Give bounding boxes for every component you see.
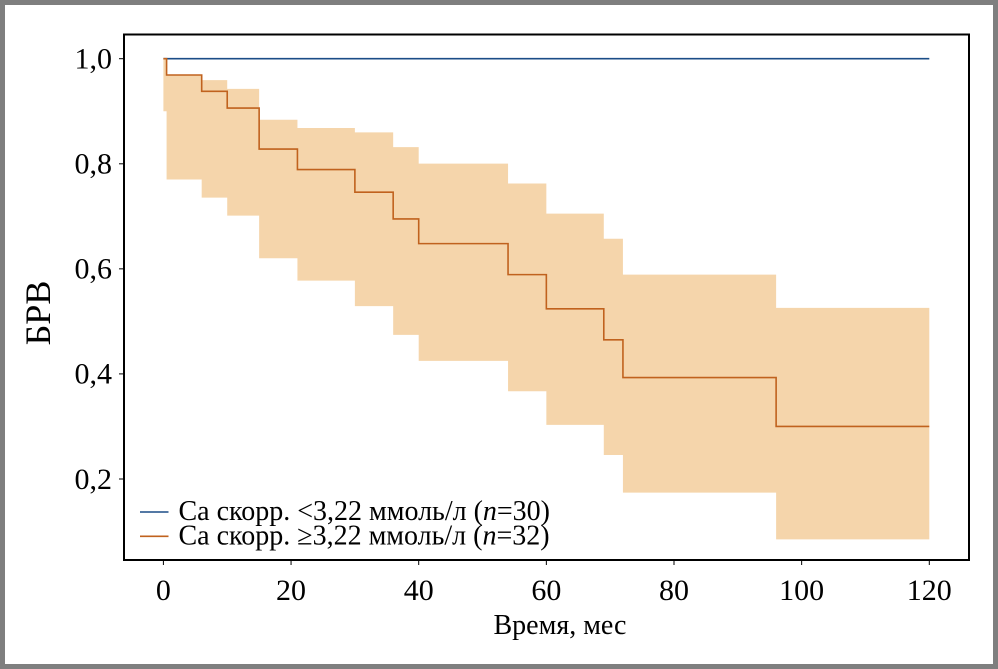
svg-text:0: 0 [156,574,171,607]
svg-text:20: 20 [276,574,306,607]
svg-text:Время, мес: Время, мес [494,610,627,641]
svg-text:80: 80 [659,574,689,607]
svg-text:120: 120 [907,574,952,607]
svg-text:1,0: 1,0 [75,43,113,76]
svg-text:0,2: 0,2 [75,463,113,496]
svg-text:0,4: 0,4 [75,358,113,391]
svg-text:100: 100 [779,574,824,607]
svg-text:Са скорр. ≥3,22 ммоль/л (n=32): Са скорр. ≥3,22 ммоль/л (n=32) [179,520,550,551]
svg-text:0,8: 0,8 [75,148,113,181]
svg-text:БРВ: БРВ [18,281,58,346]
svg-text:60: 60 [531,574,561,607]
svg-text:40: 40 [404,574,434,607]
svg-text:0,6: 0,6 [75,253,113,286]
